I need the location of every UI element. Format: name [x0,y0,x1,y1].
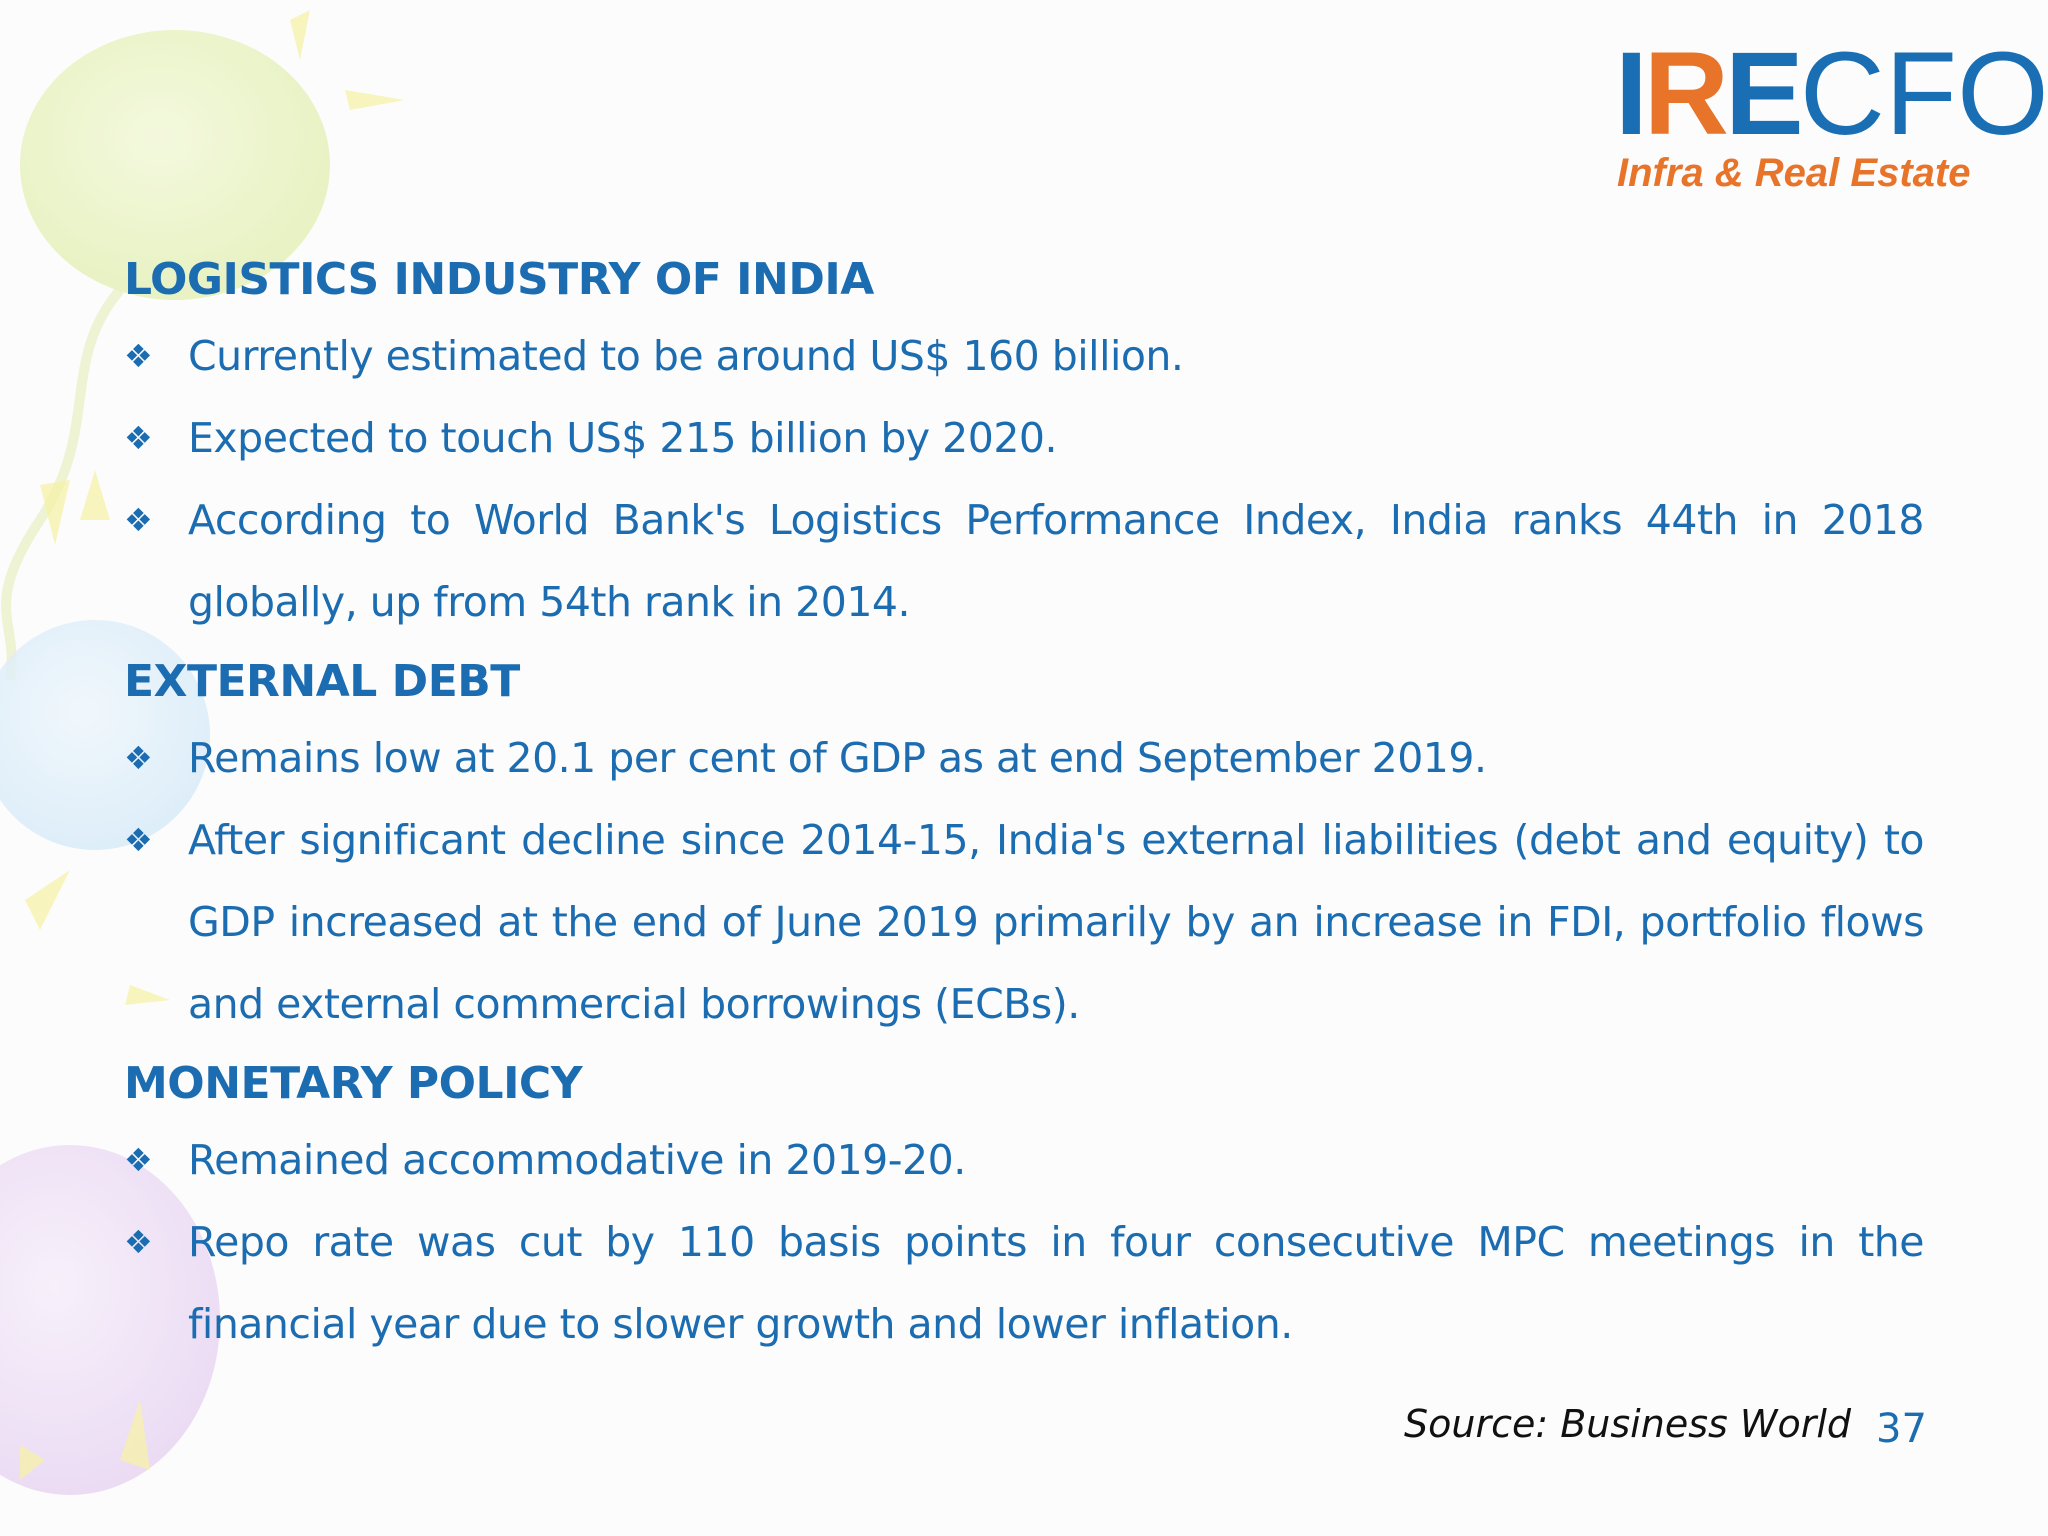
diamond-bullet-icon: ❖ [124,501,153,539]
diamond-bullet-icon: ❖ [124,1141,153,1179]
bullet-list: ❖ Remains low at 20.1 per cent of GDP as… [124,717,1925,1045]
bullet-text: Currently estimated to be around US$ 160… [188,332,1184,380]
section-external-debt: EXTERNAL DEBT ❖ Remains low at 20.1 per … [124,647,1925,1045]
bullet-list: ❖ Currently estimated to be around US$ 1… [124,315,1925,643]
logo-letter-e: E [1725,28,1804,160]
slide-content: LOGISTICS INDUSTRY OF INDIA ❖ Currently … [124,245,1925,1369]
bullet-text: According to World Bank's Logistics Perf… [188,496,1925,626]
sun-ray-decorations [20,10,405,1480]
list-item: ❖ Remained accommodative in 2019-20. [124,1119,1924,1201]
logo-letter-i: I [1615,28,1648,160]
bullet-text: Expected to touch US$ 215 billion by 202… [188,414,1058,462]
source-citation: Source: Business World [1404,1402,1852,1446]
list-item: ❖ Remains low at 20.1 per cent of GDP as… [124,717,1924,799]
logo-letter-r: R [1643,28,1729,160]
bullet-text: Repo rate was cut by 110 basis points in… [188,1218,1925,1348]
irecfo-logo: IRECFO Infra & Real Estate [1615,35,2048,195]
section-heading: LOGISTICS INDUSTRY OF INDIA [124,254,874,305]
logo-tagline: Infra & Real Estate [1617,151,1971,195]
section-heading: EXTERNAL DEBT [124,656,520,707]
list-item: ❖ Repo rate was cut by 110 basis points … [124,1201,1925,1365]
section-logistics: LOGISTICS INDUSTRY OF INDIA ❖ Currently … [124,245,1925,643]
blue-balloon [0,620,210,850]
green-balloon [20,30,330,300]
diamond-bullet-icon: ❖ [124,419,153,457]
section-heading: MONETARY POLICY [124,1058,583,1109]
list-item: ❖ Expected to touch US$ 215 billion by 2… [124,397,1924,479]
diamond-bullet-icon: ❖ [124,337,153,375]
irecfo-logo-wordmark: IRECFO [1615,35,2048,153]
diamond-bullet-icon: ❖ [124,821,153,859]
bullet-text: Remains low at 20.1 per cent of GDP as a… [188,734,1487,782]
bullet-text: After significant decline since 2014-15,… [188,816,1925,1028]
list-item: ❖ According to World Bank's Logistics Pe… [124,479,1925,643]
list-item: ❖ After significant decline since 2014-1… [124,799,1925,1045]
logo-ire: IRE [1615,28,1804,160]
diamond-bullet-icon: ❖ [124,739,153,777]
purple-balloon [0,1145,220,1495]
list-item: ❖ Currently estimated to be around US$ 1… [124,315,1924,397]
diamond-bullet-icon: ❖ [124,1223,153,1261]
logo-cfo: CFO [1799,28,2048,160]
section-monetary-policy: MONETARY POLICY ❖ Remained accommodative… [124,1049,1925,1365]
bullet-list: ❖ Remained accommodative in 2019-20. ❖ R… [124,1119,1925,1365]
green-balloon-string [1,286,124,681]
bullet-text: Remained accommodative in 2019-20. [188,1136,966,1184]
page-number: 37 [1876,1406,1927,1452]
